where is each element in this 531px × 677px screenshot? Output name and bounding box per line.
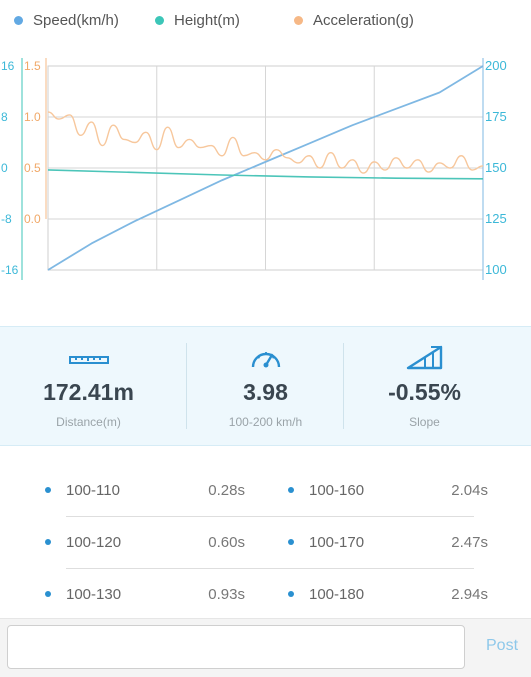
table-row: 100-110 0.28s 100-160 2.04s (0, 466, 531, 518)
time-value: 3.98 (243, 379, 288, 405)
split-time: 0.28s (208, 482, 245, 499)
row-divider (66, 516, 474, 517)
height-tick-label: -16 (1, 263, 19, 277)
slope-label: Slope (409, 415, 440, 429)
table-row: 100-120 0.60s 100-170 2.47s (0, 518, 531, 570)
speed-tick-label: 100 (485, 262, 507, 277)
split-time: 0.93s (208, 586, 245, 603)
row-divider (66, 568, 474, 569)
speed-tick-label: 200 (485, 58, 507, 73)
legend-acceleration[interactable]: Acceleration(g) (294, 12, 414, 29)
speedometer-icon (177, 343, 354, 371)
split-range: 100-120 (66, 534, 122, 551)
acceleration-series-line (47, 111, 484, 174)
table-row: 100-130 0.93s 100-180 2.94s (0, 570, 531, 622)
split-range: 100-160 (309, 482, 365, 499)
bullet-icon (288, 487, 294, 493)
split-time: 0.60s (208, 534, 245, 551)
split-time: 2.94s (451, 586, 488, 603)
bullet-icon (45, 591, 51, 597)
chart-svg: 16 8 0 -8 -16 1.5 1.0 0.5 0.0 200 175 150 125 100 (1, 58, 507, 280)
legend-acceleration-label: Acceleration(g) (313, 12, 414, 29)
stat-divider (186, 343, 187, 429)
legend-acceleration-dot-icon (294, 16, 303, 25)
height-tick-label: 0 (1, 161, 8, 175)
stat-divider (343, 343, 344, 429)
split-range: 100-110 (66, 482, 120, 499)
distance-label: Distance(m) (56, 415, 121, 429)
bullet-icon (288, 539, 294, 545)
stat-distance: 172.41m Distance(m) (0, 327, 177, 445)
split-time: 2.04s (451, 482, 488, 499)
split-time: 2.47s (451, 534, 488, 551)
split-times-table: 100-110 0.28s 100-160 2.04s 100-120 0.60… (0, 466, 531, 616)
height-series-line (47, 169, 484, 180)
chart: 16 8 0 -8 -16 1.5 1.0 0.5 0.0 200 175 150 125 100 (0, 44, 531, 290)
chart-legend: Speed(km/h) Height(m) Acceleration(g) (0, 0, 531, 44)
height-tick-label: -8 (1, 212, 12, 226)
acceleration-tick-label: 1.5 (24, 59, 41, 73)
post-button[interactable]: Post (486, 637, 519, 654)
split-range: 100-170 (309, 534, 365, 551)
stat-slope: -0.55% Slope (336, 327, 513, 445)
legend-speed-label: Speed(km/h) (33, 12, 119, 29)
comment-input[interactable] (7, 625, 465, 669)
legend-speed-dot-icon (14, 16, 23, 25)
legend-height-label: Height(m) (174, 12, 240, 29)
legend-speed[interactable]: Speed(km/h) (14, 12, 119, 29)
legend-height-dot-icon (155, 16, 164, 25)
acceleration-tick-label: 0.0 (24, 212, 41, 226)
slope-value: -0.55% (388, 379, 461, 405)
height-tick-label: 16 (1, 59, 15, 73)
legend-height[interactable]: Height(m) (155, 12, 240, 29)
stats-panel: 172.41m Distance(m) 3.98 100-200 km/h -0… (0, 326, 531, 446)
acceleration-tick-label: 0.5 (24, 161, 41, 175)
comment-bar: Post (0, 618, 531, 677)
time-label: 100-200 km/h (228, 415, 303, 429)
ruler-icon (0, 343, 177, 371)
stat-time: 3.98 100-200 km/h (177, 327, 354, 445)
height-tick-label: 8 (1, 110, 8, 124)
bullet-icon (288, 591, 294, 597)
speed-tick-label: 175 (485, 109, 507, 124)
acceleration-tick-label: 1.0 (24, 110, 41, 124)
split-range: 100-130 (66, 586, 122, 603)
distance-value: 172.41m (43, 379, 134, 405)
split-range: 100-180 (309, 586, 365, 603)
bullet-icon (45, 539, 51, 545)
bullet-icon (45, 487, 51, 493)
speed-series-line (47, 65, 484, 271)
slope-icon (336, 343, 513, 371)
speed-tick-label: 150 (485, 160, 507, 175)
speed-tick-label: 125 (485, 211, 507, 226)
